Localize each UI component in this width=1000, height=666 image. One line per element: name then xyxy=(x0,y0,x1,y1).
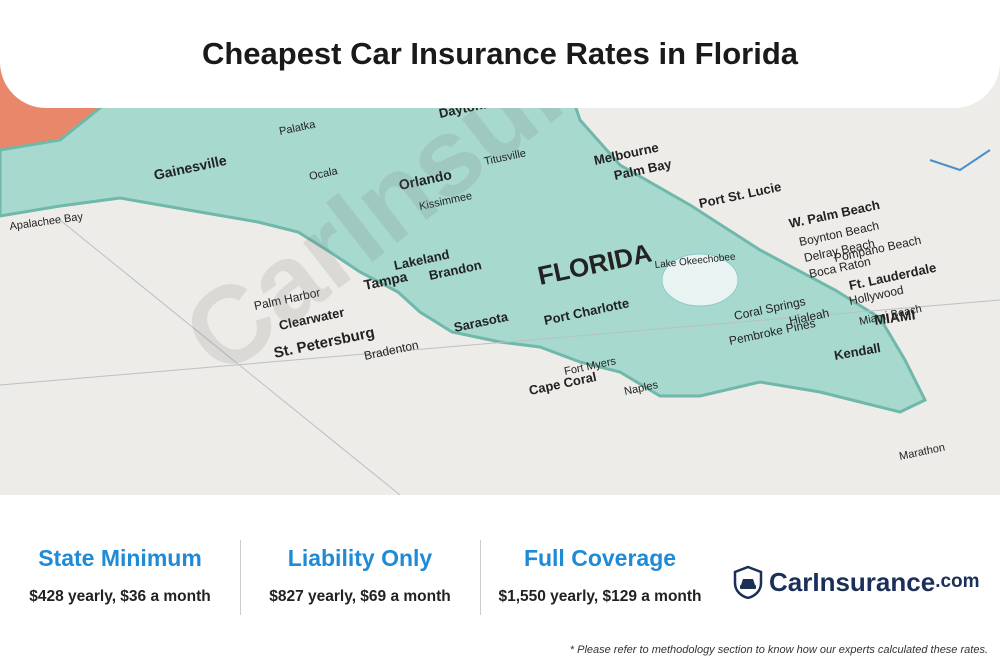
coverage: Liability Only xyxy=(287,545,433,571)
divider xyxy=(240,540,241,615)
coverage: Full Coverage xyxy=(523,545,677,571)
logo-name: CarInsurance xyxy=(769,566,936,597)
title: Cheapest Car Insurance Rates in Florida xyxy=(201,36,799,71)
logo: CarInsurance .com xyxy=(733,565,980,599)
rate-card: State Minimum $428 yearly, $36 a month xyxy=(0,545,240,606)
divider xyxy=(480,540,481,615)
rate-card: Full Coverage $1,550 yearly, $129 a mont… xyxy=(480,545,720,606)
rates-panel: State Minimum $428 yearly, $36 a month L… xyxy=(0,495,1000,666)
price: $827 yearly, $69 a month xyxy=(269,588,451,605)
map-grid xyxy=(0,299,1000,386)
header: Cheapest Car Insurance Rates in Florida xyxy=(0,0,1000,108)
map-florida xyxy=(0,58,928,414)
map-grid xyxy=(59,219,401,495)
rate-card: Liability Only $827 yearly, $69 a month xyxy=(240,545,480,606)
map-lake xyxy=(661,253,739,307)
logo-icon xyxy=(733,565,763,599)
logo-suffix: .com xyxy=(935,571,980,592)
price: $428 yearly, $36 a month xyxy=(29,588,211,605)
map-river xyxy=(929,149,991,172)
map-label: MIAMI xyxy=(873,306,916,328)
footnote: * Please refer to methodology section to… xyxy=(569,644,988,656)
price: $1,550 yearly, $129 a month xyxy=(498,588,702,605)
coverage: State Minimum xyxy=(38,545,202,571)
